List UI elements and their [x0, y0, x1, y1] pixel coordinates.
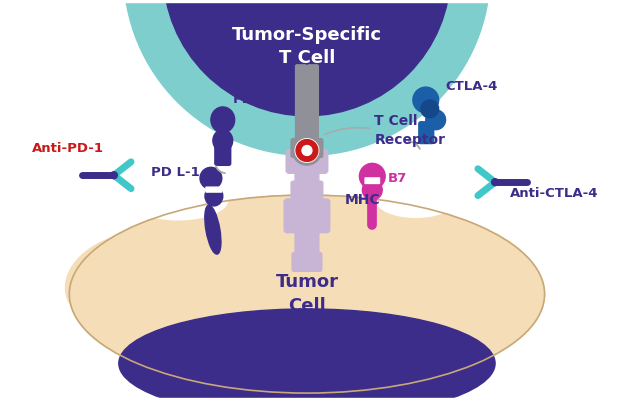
- FancyBboxPatch shape: [296, 65, 306, 147]
- Text: CTLA-4: CTLA-4: [446, 80, 498, 93]
- FancyBboxPatch shape: [215, 144, 231, 165]
- Circle shape: [302, 146, 312, 156]
- Circle shape: [164, 0, 451, 116]
- FancyBboxPatch shape: [291, 181, 323, 207]
- FancyBboxPatch shape: [295, 223, 319, 261]
- Ellipse shape: [205, 205, 221, 254]
- Circle shape: [363, 180, 382, 200]
- FancyBboxPatch shape: [292, 252, 322, 271]
- Circle shape: [421, 100, 438, 118]
- Text: PD L-1: PD L-1: [151, 166, 200, 179]
- Text: Anti-PD-1: Anti-PD-1: [32, 142, 104, 155]
- Circle shape: [360, 163, 385, 189]
- Bar: [0, 0, 614, 2]
- Text: PD-1: PD-1: [232, 94, 268, 106]
- FancyBboxPatch shape: [291, 139, 323, 158]
- Ellipse shape: [205, 186, 223, 206]
- Text: Tumor
Cell: Tumor Cell: [275, 273, 339, 315]
- Ellipse shape: [211, 107, 234, 133]
- Text: MHC: MHC: [345, 193, 380, 207]
- Ellipse shape: [426, 110, 446, 130]
- Circle shape: [110, 172, 117, 179]
- Bar: [0, 398, 614, 400]
- Ellipse shape: [119, 309, 495, 400]
- FancyBboxPatch shape: [206, 187, 222, 192]
- Ellipse shape: [129, 180, 228, 220]
- FancyBboxPatch shape: [286, 150, 328, 173]
- Text: Tumor-Specific
T Cell: Tumor-Specific T Cell: [232, 26, 382, 67]
- FancyBboxPatch shape: [365, 178, 379, 184]
- Ellipse shape: [426, 246, 544, 332]
- Text: Anti-CTLA-4: Anti-CTLA-4: [510, 186, 598, 200]
- Ellipse shape: [376, 183, 456, 217]
- Ellipse shape: [69, 195, 544, 393]
- Text: T Cell
Receptor: T Cell Receptor: [374, 114, 445, 147]
- FancyBboxPatch shape: [284, 199, 330, 233]
- Text: B7: B7: [388, 172, 407, 185]
- FancyBboxPatch shape: [308, 65, 318, 147]
- FancyBboxPatch shape: [419, 122, 434, 144]
- Circle shape: [293, 137, 321, 164]
- Circle shape: [124, 0, 490, 156]
- Ellipse shape: [213, 130, 232, 152]
- Ellipse shape: [200, 167, 222, 189]
- FancyBboxPatch shape: [295, 152, 319, 187]
- Circle shape: [492, 179, 498, 186]
- Ellipse shape: [66, 233, 192, 325]
- Ellipse shape: [413, 87, 438, 113]
- Circle shape: [296, 140, 318, 161]
